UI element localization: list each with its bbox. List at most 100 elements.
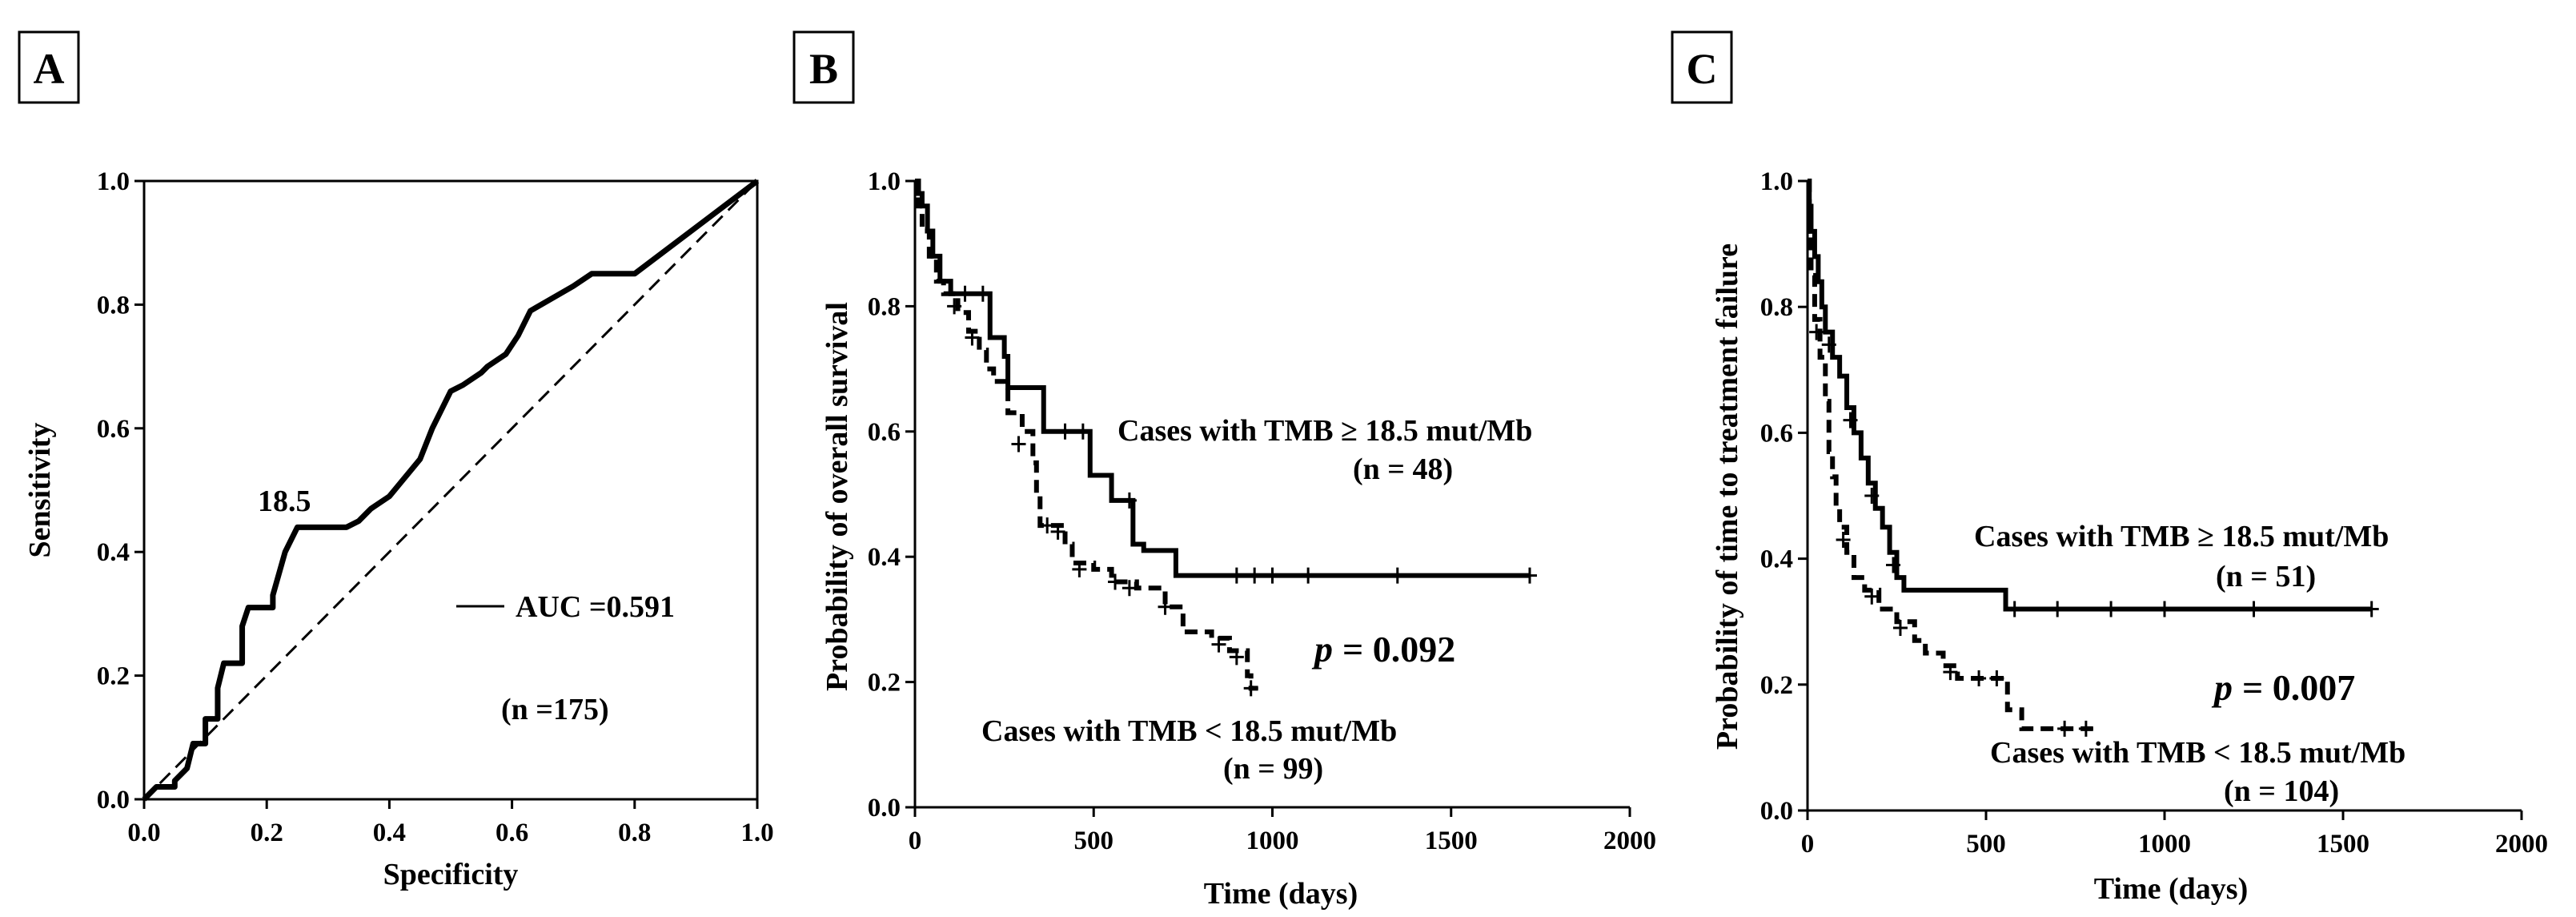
os-high-tmb-curve xyxy=(915,179,1530,578)
ttf-y-tick-label: 0.6 xyxy=(1760,419,1793,448)
os-y-tick-label: 0.4 xyxy=(868,543,901,572)
ttf-censor-mark xyxy=(1886,557,1901,573)
os-censor-mark xyxy=(975,285,990,302)
os-x-tick-label: 500 xyxy=(1074,827,1114,855)
roc-x-label: Specificity xyxy=(383,858,519,891)
roc-x-tick-label: 1.0 xyxy=(740,818,773,847)
ttf-censor-mark xyxy=(2364,601,2379,617)
roc-x-tick-label: 0.2 xyxy=(251,818,283,847)
ttf-y-tick-label: 1.0 xyxy=(1760,167,1793,196)
os-x-tick-label: 1000 xyxy=(1246,827,1299,855)
os-y-tick-label: 0.2 xyxy=(868,669,901,698)
os-km-chart: 0.0 0.2 0.4 0.6 0.8 1.0 0 500 1000 1500 2000 Time … xyxy=(821,167,1656,911)
roc-y-tick-label: 1.0 xyxy=(97,167,130,196)
ttf-x-tick-label: 500 xyxy=(1966,830,2006,859)
os-low-label: Cases with TMB < 18.5 mut/Mb xyxy=(981,714,1397,748)
ttf-censor-mark xyxy=(1809,324,1824,340)
auc-label: AUC =0.591 xyxy=(516,590,675,624)
os-censor-mark xyxy=(1247,567,1262,584)
ttf-censor-mark xyxy=(1989,670,2004,686)
roc-y-tick-label: 0.4 xyxy=(97,538,130,567)
os-censor-mark xyxy=(1243,680,1258,697)
panel-a-letter: A xyxy=(34,45,65,93)
os-curves xyxy=(915,179,1537,697)
roc-y-tick-label: 0.6 xyxy=(97,415,130,444)
ttf-censor-mark xyxy=(2246,601,2261,617)
os-low-tmb-curve xyxy=(915,179,1258,691)
ttf-p-value: p = 0.007 xyxy=(2211,667,2355,708)
os-high-label: Cases with TMB ≥ 18.5 mut/Mb xyxy=(1117,414,1532,448)
ttf-censor-mark xyxy=(1864,488,1880,504)
os-x-tick-label: 1500 xyxy=(1425,827,1478,855)
os-censor-mark xyxy=(1011,436,1026,452)
roc-y-tick-label: 0.0 xyxy=(97,786,130,814)
os-x-tick-label: 0 xyxy=(909,827,922,855)
panel-c-letter: C xyxy=(1687,45,1718,93)
ttf-y-tick-label: 0.2 xyxy=(1760,671,1793,700)
os-censor-mark xyxy=(1301,567,1316,584)
ttf-x-tick-label: 1500 xyxy=(2317,830,2369,859)
roc-cutoff-label: 18.5 xyxy=(258,485,311,518)
roc-x-tick-label: 0.4 xyxy=(373,818,406,847)
os-censor-mark xyxy=(1229,649,1244,666)
ttf-y-label: Probability of time to treatment failure xyxy=(1711,243,1744,750)
os-censor-mark xyxy=(1057,423,1073,440)
ttf-censor-mark xyxy=(1864,588,1880,605)
os-high-n: (n = 48) xyxy=(1353,452,1453,486)
ttf-low-label: Cases with TMB < 18.5 mut/Mb xyxy=(1990,736,2405,770)
roc-x-tick-label: 0.6 xyxy=(496,818,528,847)
ttf-x-label: Time (days) xyxy=(2094,872,2248,906)
ttf-x-tick-label: 2000 xyxy=(2495,830,2548,859)
ttf-censor-mark xyxy=(1892,620,1908,637)
os-censor-mark xyxy=(1121,580,1137,597)
os-y-tick-label: 1.0 xyxy=(868,167,901,196)
ttf-low-n: (n = 104) xyxy=(2224,774,2339,808)
roc-reference-line xyxy=(142,179,759,801)
roc-curve xyxy=(142,179,760,802)
roc-y-tick-label: 0.2 xyxy=(97,662,130,691)
os-x-label: Time (days) xyxy=(1204,877,1358,911)
os-censor-mark xyxy=(1229,567,1244,584)
roc-x-tick-label: 0.0 xyxy=(127,818,160,847)
ttf-censor-mark xyxy=(2078,720,2093,737)
panel-b-letter: B xyxy=(809,45,838,93)
os-y-label: Probability of overall survival xyxy=(821,302,854,691)
os-censor-mark xyxy=(1390,567,1405,584)
ttf-censor-mark xyxy=(2104,601,2119,617)
os-censor-mark xyxy=(1075,423,1090,440)
roc-y-label: Sensitivity xyxy=(23,423,57,558)
os-low-n: (n = 99) xyxy=(1223,752,1323,786)
roc-y-tick-label: 0.8 xyxy=(97,291,130,320)
ttf-censor-mark xyxy=(1836,532,1851,549)
os-censor-mark xyxy=(1158,598,1173,615)
ttf-censor-mark xyxy=(2007,601,2022,617)
ttf-ticks: 0.0 0.2 0.4 0.6 0.8 1.0 0 500 1000 1500 2000 xyxy=(1760,167,2548,859)
os-censor-mark xyxy=(1040,517,1055,534)
ttf-x-tick-label: 0 xyxy=(1801,830,1815,859)
ttf-censor-mark xyxy=(2050,601,2065,617)
ttf-x-tick-label: 1000 xyxy=(2138,830,2191,859)
ttf-y-tick-label: 0.4 xyxy=(1760,545,1793,574)
ttf-curves xyxy=(1807,179,2379,737)
ttf-y-tick-label: 0.0 xyxy=(1760,797,1793,826)
ttf-censor-mark xyxy=(2157,601,2172,617)
ttf-censor-mark xyxy=(1843,412,1858,428)
panel-b-label: B xyxy=(792,30,855,104)
ttf-high-tmb-curve xyxy=(1807,179,2372,612)
ttf-censor-mark xyxy=(1972,670,1987,686)
roc-chart: 0.0 0.2 0.4 0.6 0.8 1.0 0.0 0.2 0.4 0.6 0.8 1.0 Spe… xyxy=(23,167,774,891)
roc-plot-frame xyxy=(142,179,759,801)
os-censor-mark xyxy=(947,298,962,315)
os-censor-mark xyxy=(1121,492,1137,509)
ttf-km-chart: 0.0 0.2 0.4 0.6 0.8 1.0 0 500 1000 1500 2000 Time … xyxy=(1711,167,2548,906)
ttf-low-tmb-curve xyxy=(1807,179,2093,731)
ttf-y-tick-label: 0.8 xyxy=(1760,293,1793,322)
ttf-censor-mark xyxy=(2057,720,2072,737)
os-x-tick-label: 2000 xyxy=(1603,827,1656,855)
os-censor-mark xyxy=(1265,567,1280,584)
os-y-tick-label: 0.8 xyxy=(868,292,901,321)
ttf-high-label: Cases with TMB ≥ 18.5 mut/Mb xyxy=(1974,520,2389,553)
ttf-censor-mark xyxy=(1943,664,1958,681)
panel-c-label: C xyxy=(1671,30,1733,104)
